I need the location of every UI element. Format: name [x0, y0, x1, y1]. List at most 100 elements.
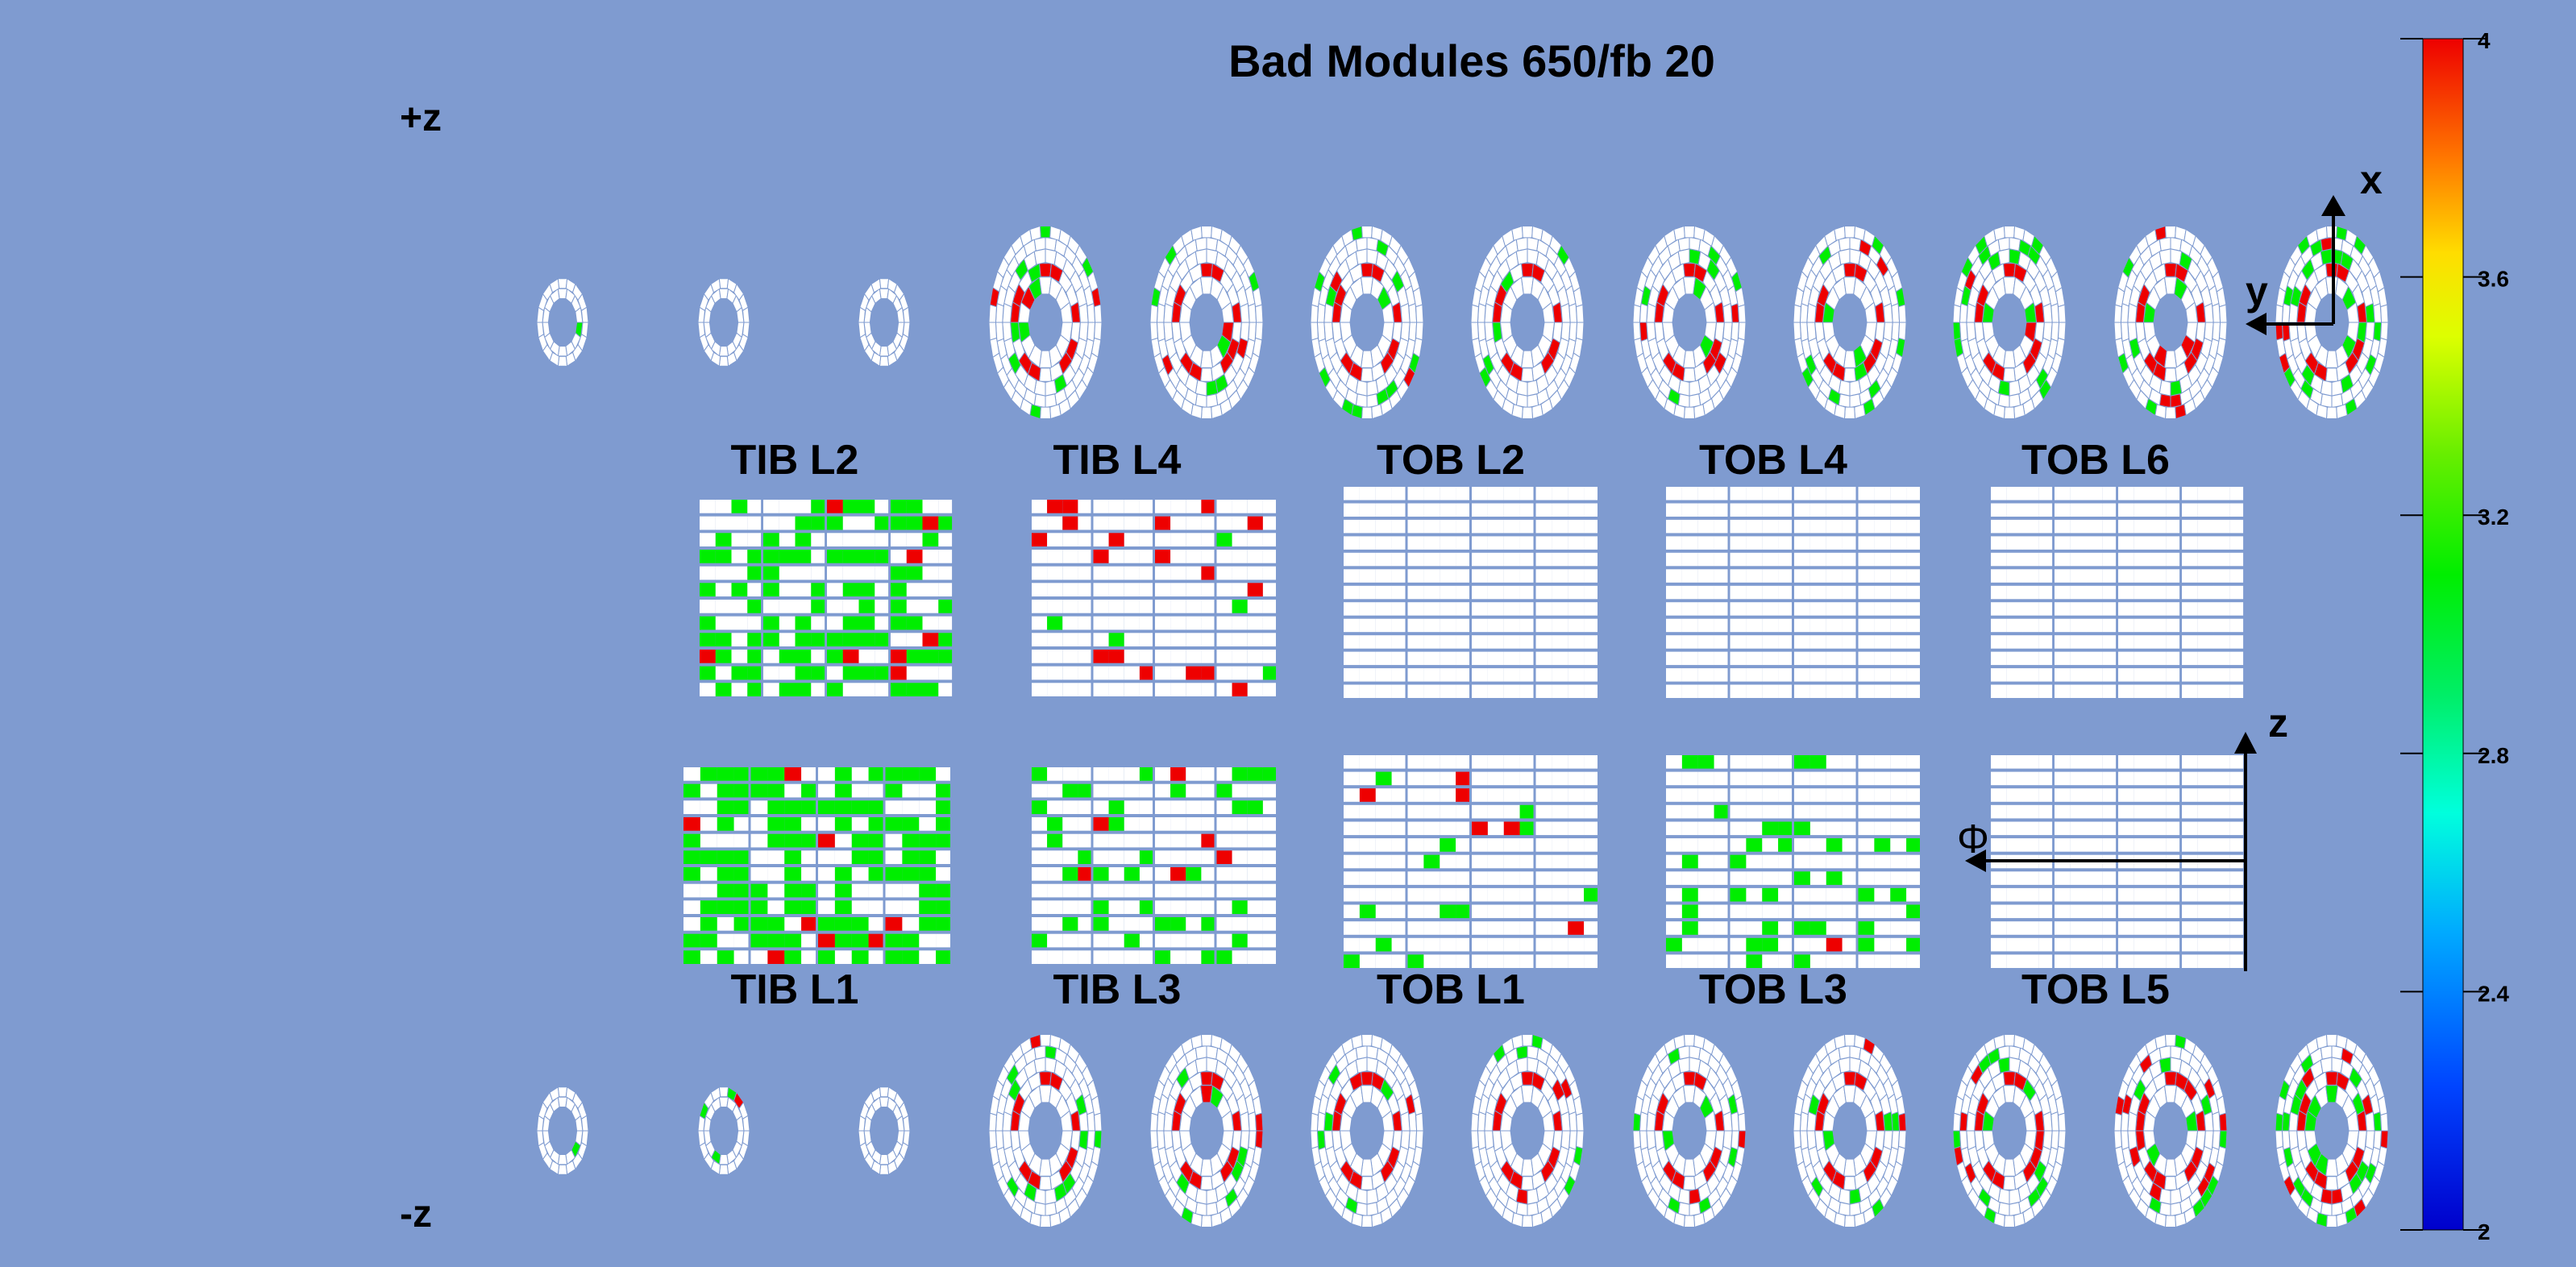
barrel-module [1535, 668, 1552, 682]
barrel-module [2070, 921, 2087, 935]
barrel-module [1568, 552, 1585, 567]
barrel-module [1666, 635, 1682, 649]
barrel-module [750, 917, 768, 931]
barrel-module [795, 600, 812, 613]
barrel-module [2022, 487, 2039, 501]
barrel-module [1456, 585, 1469, 600]
barrel-module [875, 500, 889, 513]
barrel-module [1858, 651, 1875, 666]
barrel-module [1503, 618, 1520, 633]
barrel-module [938, 683, 953, 696]
barrel-module [1681, 904, 1698, 919]
barrel-module [1032, 817, 1048, 831]
barrel-module [1423, 503, 1440, 517]
barrel-module [1124, 800, 1140, 814]
barrel-module [1584, 771, 1598, 786]
barrel-module [1681, 684, 1698, 698]
barrel-module [1391, 854, 1406, 869]
barrel-module [795, 500, 812, 513]
barrel-module [2086, 668, 2103, 682]
barrel-module [1826, 887, 1843, 902]
barrel-module [2229, 651, 2244, 666]
barrel-module [902, 883, 920, 898]
barrel-module [2118, 684, 2134, 698]
barrel-module [1440, 552, 1456, 567]
barrel-module [1108, 533, 1124, 546]
barrel-module [1552, 519, 1568, 534]
barrel-module [1186, 817, 1202, 831]
barrel-module [2006, 519, 2023, 534]
barrel-module [2229, 569, 2244, 583]
barrel-module [1794, 921, 1810, 935]
barrel-module [779, 600, 796, 613]
barrel-module [1714, 519, 1728, 534]
barrel-module [902, 850, 920, 864]
barrel-module [2182, 503, 2198, 517]
barrel-module [801, 883, 816, 898]
barrel-module [1794, 668, 1810, 682]
disk-module [718, 278, 729, 289]
barrel-module [1124, 600, 1140, 613]
barrel-module [795, 566, 812, 580]
barrel-module [1423, 838, 1440, 852]
barrel-module [1440, 854, 1456, 869]
barrel-module [1375, 569, 1392, 583]
endcap-disk [697, 277, 750, 368]
barrel-module [1391, 788, 1406, 802]
barrel-module [1697, 684, 1714, 698]
disk-module [879, 1086, 890, 1098]
barrel-module [834, 900, 852, 914]
barrel-module [1201, 500, 1215, 513]
barrel-module [1262, 650, 1276, 663]
layer-label: TOB L4 [1699, 437, 1847, 484]
barrel-module [1697, 602, 1714, 616]
barrel-module [2118, 635, 2134, 649]
barrel-module [1746, 602, 1763, 616]
barrel-module [2134, 771, 2150, 786]
disk-module [1843, 1176, 1857, 1190]
barrel-module [1472, 651, 1488, 666]
barrel-module [1584, 536, 1598, 550]
barrel-module [842, 516, 859, 530]
disk-module [742, 1115, 750, 1132]
barrel-module [1746, 854, 1763, 869]
barrel-module [1666, 651, 1682, 666]
barrel-module [1062, 900, 1078, 914]
barrel-module [2038, 755, 2053, 769]
barrel-module [1906, 552, 1920, 567]
barrel-module [1890, 871, 1907, 885]
barrel-module [1762, 519, 1779, 534]
barrel-module [1681, 668, 1698, 682]
barrel-module [2134, 585, 2150, 600]
barrel-module [1826, 618, 1843, 633]
barrel-module [875, 666, 889, 680]
barrel-module [1093, 950, 1109, 964]
barrel-module [750, 950, 768, 964]
barrel-module [858, 533, 875, 546]
barrel-module [1842, 536, 1856, 550]
barrel-module [1391, 635, 1406, 649]
barrel-module [1078, 800, 1091, 814]
barrel-module [2197, 904, 2214, 919]
barrel-module [1746, 755, 1763, 769]
barrel-module [1201, 933, 1215, 948]
disk-module [2275, 1112, 2283, 1132]
disk-module [988, 1112, 997, 1132]
barrel-module [2118, 871, 2134, 885]
barrel-module [1344, 921, 1360, 935]
barrel-module [842, 600, 859, 613]
barrel-module [683, 783, 700, 798]
barrel-module [1503, 937, 1520, 952]
barrel-module [700, 566, 716, 580]
barrel-module [936, 900, 950, 914]
barrel-module [1906, 585, 1920, 600]
barrel-module [2022, 519, 2039, 534]
barrel-module [1826, 804, 1843, 819]
barrel-module [1262, 616, 1276, 630]
barrel-module [1423, 887, 1440, 902]
barrel-module [1047, 616, 1063, 630]
barrel-module [1568, 651, 1585, 666]
barrel-module [1874, 921, 1891, 935]
barrel-module [1032, 516, 1048, 530]
barrel-module [1375, 684, 1392, 698]
